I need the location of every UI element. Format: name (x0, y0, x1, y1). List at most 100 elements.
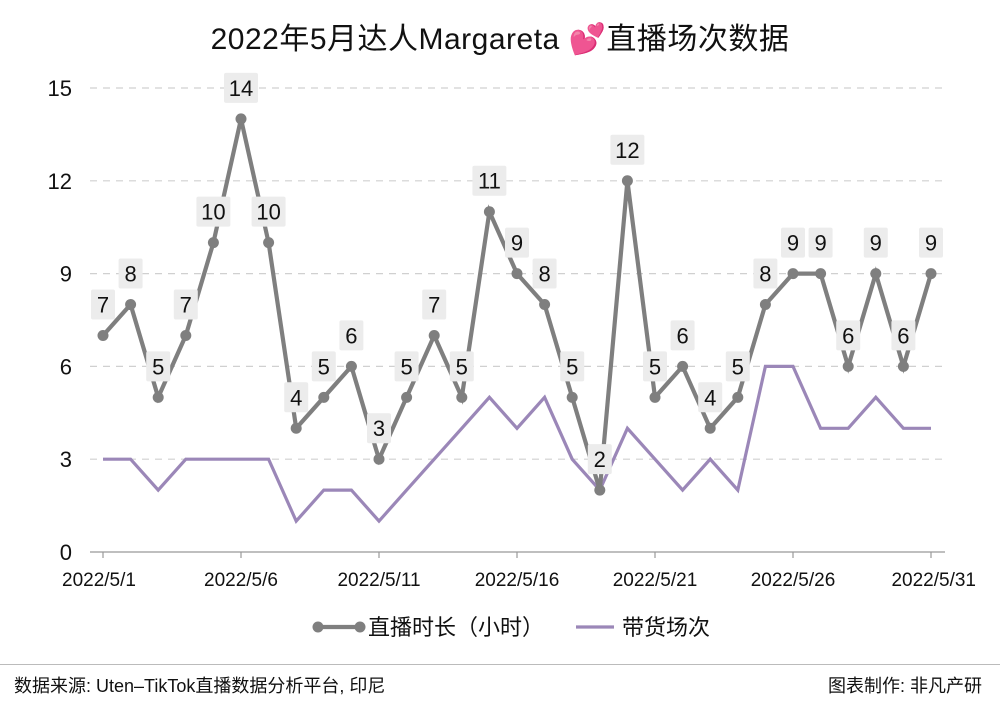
point-hours (483, 206, 495, 218)
point-hours (180, 329, 192, 341)
point-hours (787, 268, 799, 280)
data-label: 3 (373, 416, 385, 441)
data-label: 7 (180, 292, 192, 317)
data-label: 5 (400, 354, 412, 379)
footer-credit: 图表制作: 非凡产研 (827, 676, 982, 696)
data-label-bg (836, 320, 861, 351)
data-label: 6 (676, 323, 688, 348)
data-label-bg (781, 227, 805, 258)
point-hours (704, 422, 716, 434)
point-hours (594, 484, 606, 496)
x-tick-label: 2022/5/16 (475, 570, 560, 591)
data-label-bg (173, 289, 198, 320)
point-hours (870, 268, 882, 280)
data-label: 9 (814, 231, 826, 256)
x-tick-label: 2022/5/6 (204, 570, 278, 591)
data-label-bg (505, 227, 529, 258)
point-hours (759, 299, 771, 311)
point-hours (842, 360, 854, 372)
data-label-bg (284, 382, 309, 413)
data-label: 8 (538, 262, 550, 287)
data-label-bg (725, 351, 750, 382)
data-label-bg (394, 351, 419, 382)
data-label: 5 (318, 354, 330, 379)
data-label: 11 (478, 169, 501, 194)
data-label: 12 (615, 138, 639, 163)
y-tick-label: 3 (60, 447, 72, 472)
point-hours (207, 237, 219, 249)
data-label: 10 (256, 200, 280, 225)
point-hours (649, 391, 661, 403)
y-tick-label: 6 (60, 354, 72, 379)
data-label: 6 (897, 323, 909, 348)
legend: 直播时长（小时） 带货场次 (312, 615, 710, 640)
data-label: 9 (511, 231, 523, 256)
data-label-bg (311, 351, 336, 382)
point-hours (925, 268, 937, 280)
y-tick-label: 12 (48, 169, 72, 194)
point-hours (125, 299, 137, 311)
point-hours (566, 391, 578, 403)
point-hours (456, 391, 468, 403)
data-label: 7 (428, 292, 440, 317)
point-hours (401, 391, 413, 403)
data-label: 6 (842, 323, 854, 348)
data-label: 8 (124, 262, 136, 287)
data-label-bg (891, 320, 916, 351)
point-hours (152, 391, 164, 403)
data-label-bg (339, 320, 364, 351)
x-tick-label: 2022/5/26 (751, 570, 836, 591)
data-label-bg (670, 320, 695, 351)
data-label-bg (587, 444, 612, 475)
data-label-bg (532, 258, 557, 289)
data-label-bg (610, 134, 645, 165)
data-label-bg (422, 289, 447, 320)
data-label: 4 (290, 385, 302, 410)
data-label: 10 (201, 200, 225, 225)
x-tick-label: 2022/5/11 (337, 570, 420, 591)
data-label-bg (808, 227, 833, 258)
point-hours (732, 391, 744, 403)
data-label: 9 (925, 231, 937, 256)
y-tick-label: 0 (60, 540, 72, 565)
point-hours (373, 453, 385, 465)
data-label-bg (449, 351, 474, 382)
point-hours (539, 299, 551, 311)
data-label-bg (146, 351, 171, 382)
point-hours (428, 329, 440, 341)
series (97, 113, 937, 525)
data-label: 7 (97, 292, 109, 317)
legend-marker-hours (354, 621, 366, 633)
series-line-sessions (103, 364, 931, 525)
data-label-bg (698, 382, 723, 413)
data-label-bg (472, 165, 507, 196)
data-label: 9 (870, 231, 882, 256)
chart-title: 2022年5月达人Margareta 💕直播场次数据 (210, 23, 790, 56)
point-hours (235, 113, 247, 125)
data-label-bg (919, 227, 943, 258)
footer-divider (0, 664, 1000, 665)
data-label-bg (118, 258, 143, 289)
data-label-bg (753, 258, 778, 289)
point-hours (263, 237, 275, 249)
data-label: 14 (229, 76, 253, 101)
data-label: 2 (594, 447, 606, 472)
data-label: 9 (787, 231, 799, 256)
data-label-bg (863, 227, 888, 258)
point-hours (318, 391, 330, 403)
data-label: 5 (566, 354, 578, 379)
data-label-bg (560, 351, 585, 382)
x-tick-label: 2022/5/31 (891, 570, 976, 591)
y-tick-label: 15 (48, 76, 72, 101)
y-tick-label: 9 (60, 262, 72, 287)
data-label: 4 (704, 385, 716, 410)
x-tick-label: 2022/5/1 (62, 570, 136, 591)
data-label: 6 (345, 323, 357, 348)
data-label: 8 (759, 262, 771, 287)
data-label-bg (196, 196, 231, 227)
data-label: 5 (456, 354, 468, 379)
data-label-bg (224, 72, 258, 103)
data-label: 5 (732, 354, 744, 379)
